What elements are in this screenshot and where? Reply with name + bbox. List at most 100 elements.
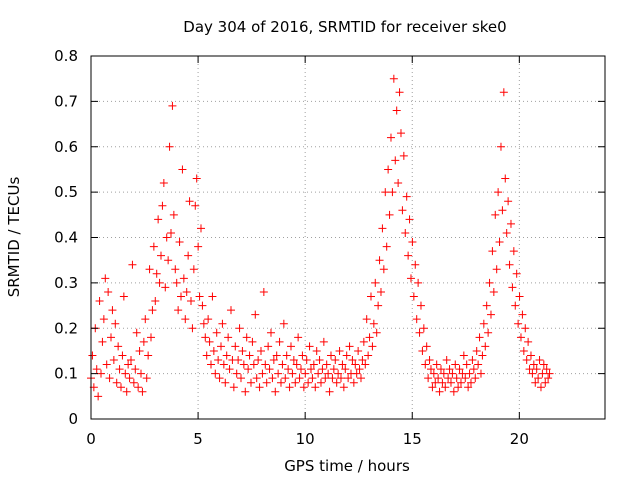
data-point xyxy=(506,219,515,228)
data-point xyxy=(191,201,200,210)
data-point xyxy=(169,210,178,219)
data-point xyxy=(129,378,138,387)
data-point xyxy=(538,369,547,378)
data-point xyxy=(186,297,195,306)
y-tick-label: 0.5 xyxy=(54,183,78,201)
data-point xyxy=(166,228,175,237)
data-point xyxy=(472,346,481,355)
data-point xyxy=(136,369,145,378)
y-tick-label: 0.2 xyxy=(54,319,78,337)
data-point xyxy=(376,287,385,296)
data-point xyxy=(522,356,531,365)
data-point xyxy=(412,315,421,324)
data-point xyxy=(388,188,397,197)
data-point xyxy=(258,369,267,378)
data-point xyxy=(226,306,235,315)
data-point xyxy=(214,356,223,365)
data-point xyxy=(225,365,234,374)
data-point xyxy=(374,301,383,310)
data-point xyxy=(349,378,358,387)
data-point xyxy=(501,174,510,183)
data-point xyxy=(371,278,380,287)
data-point xyxy=(109,356,118,365)
data-point xyxy=(444,374,453,383)
data-point xyxy=(271,387,280,396)
data-point xyxy=(141,315,150,324)
data-point xyxy=(172,278,181,287)
data-point xyxy=(222,351,231,360)
data-point xyxy=(122,387,131,396)
data-point xyxy=(504,197,513,206)
data-point xyxy=(342,351,351,360)
data-point xyxy=(234,356,243,365)
data-point xyxy=(464,383,473,392)
data-point xyxy=(135,346,144,355)
data-point xyxy=(339,383,348,392)
data-point xyxy=(262,378,271,387)
y-tick-label: 0.4 xyxy=(54,229,78,247)
data-point xyxy=(499,88,508,97)
data-point xyxy=(429,369,438,378)
data-point xyxy=(489,287,498,296)
data-point xyxy=(284,365,293,374)
data-point xyxy=(439,369,448,378)
data-point xyxy=(544,374,553,383)
data-point xyxy=(216,342,225,351)
data-point xyxy=(476,369,485,378)
data-point xyxy=(334,369,343,378)
data-point xyxy=(535,356,544,365)
data-point xyxy=(322,360,331,369)
data-point xyxy=(131,365,140,374)
data-point xyxy=(229,383,238,392)
data-point xyxy=(156,251,165,260)
data-point xyxy=(281,374,290,383)
data-point xyxy=(378,224,387,233)
data-point xyxy=(421,360,430,369)
data-point xyxy=(285,383,294,392)
data-point xyxy=(244,365,253,374)
data-point xyxy=(286,342,295,351)
data-point xyxy=(541,378,550,387)
data-point xyxy=(369,319,378,328)
data-point xyxy=(495,238,504,247)
data-point xyxy=(181,315,190,324)
data-point xyxy=(526,351,535,360)
data-point xyxy=(424,374,433,383)
data-point xyxy=(454,383,463,392)
data-point xyxy=(142,374,151,383)
data-point xyxy=(298,351,307,360)
x-tick-label: 5 xyxy=(193,430,203,448)
data-point xyxy=(154,215,163,224)
data-point xyxy=(162,233,171,242)
data-point xyxy=(255,383,264,392)
data-point xyxy=(201,333,210,342)
data-point xyxy=(486,310,495,319)
data-point xyxy=(525,365,534,374)
data-point xyxy=(354,346,363,355)
data-point xyxy=(355,365,364,374)
data-point xyxy=(351,360,360,369)
data-point xyxy=(365,333,374,342)
data-point xyxy=(134,383,143,392)
data-point xyxy=(95,297,104,306)
data-point xyxy=(385,210,394,219)
data-point xyxy=(469,365,478,374)
data-point xyxy=(248,337,257,346)
data-point xyxy=(149,242,158,251)
data-point xyxy=(398,206,407,215)
data-point xyxy=(329,365,338,374)
data-point xyxy=(432,360,441,369)
data-point xyxy=(452,374,461,383)
data-point xyxy=(458,369,467,378)
data-point xyxy=(195,292,204,301)
data-point xyxy=(276,378,285,387)
data-point xyxy=(155,278,164,287)
data-point xyxy=(114,342,123,351)
data-point xyxy=(335,346,344,355)
data-point xyxy=(218,319,227,328)
x-axis-label: GPS time / hours xyxy=(284,457,410,475)
data-point xyxy=(509,247,518,256)
data-point xyxy=(132,328,141,337)
data-point xyxy=(368,342,377,351)
